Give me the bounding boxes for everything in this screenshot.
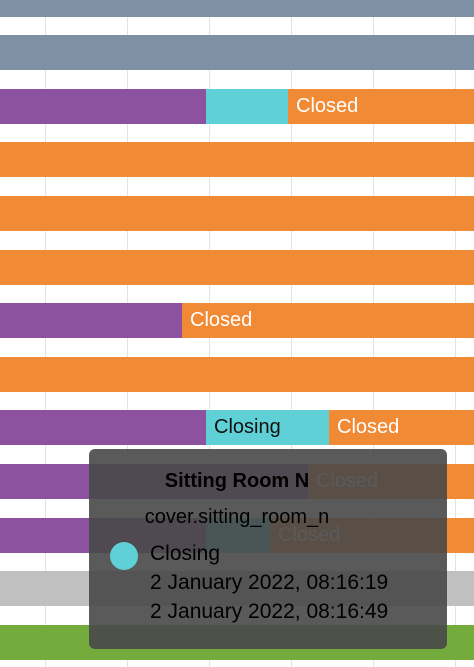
timeline-segment[interactable]: Closed <box>329 410 474 445</box>
tooltip-title: Sitting Room N <box>164 470 310 492</box>
timeline-row <box>0 357 474 392</box>
timeline-segment[interactable] <box>0 89 206 124</box>
timeline-row <box>0 196 474 231</box>
timeline-row <box>0 35 474 70</box>
timeline-segment[interactable] <box>0 142 474 177</box>
state-tooltip <box>89 449 447 649</box>
timeline-segment[interactable]: Closed <box>288 89 474 124</box>
timeline-row: Closed <box>0 303 474 338</box>
timeline-row: Closing Closed <box>0 410 474 445</box>
timeline-segment[interactable] <box>0 410 206 445</box>
state-color-dot-icon <box>110 542 138 570</box>
timeline-segment[interactable]: Closed <box>182 303 474 338</box>
tooltip-entity-id: cover.sitting_room_n <box>144 506 330 528</box>
timeline-segment[interactable] <box>206 89 288 124</box>
timeline-segment[interactable] <box>0 357 474 392</box>
timeline-row <box>0 0 474 17</box>
timeline-segment[interactable] <box>0 250 474 285</box>
tooltip-end-time: 2 January 2022, 08:16:49 <box>150 600 389 623</box>
timeline-segment[interactable] <box>0 303 182 338</box>
timeline-segment[interactable]: Closing <box>206 410 329 445</box>
tooltip-start-time: 2 January 2022, 08:16:19 <box>150 571 389 594</box>
tooltip-state: Closing <box>150 542 221 565</box>
timeline-segment[interactable] <box>0 35 474 70</box>
timeline-segment[interactable] <box>0 0 474 17</box>
timeline-row: Closed <box>0 89 474 124</box>
timeline-row <box>0 142 474 177</box>
timeline-segment[interactable] <box>0 196 474 231</box>
timeline-row <box>0 250 474 285</box>
